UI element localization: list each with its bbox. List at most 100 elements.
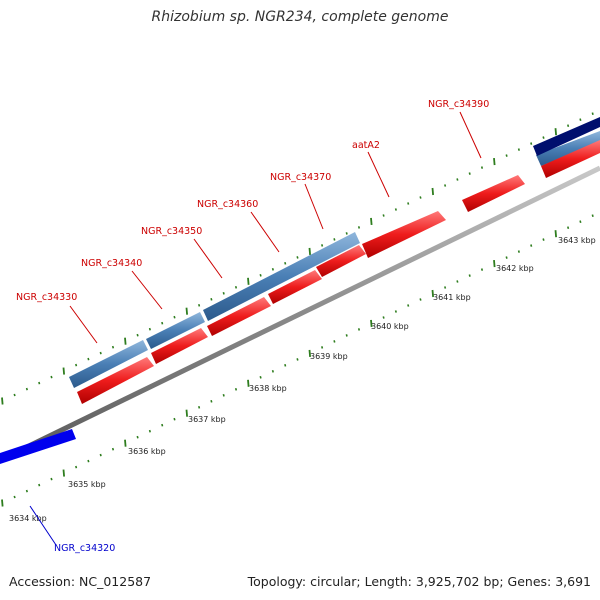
upper-tick — [87, 357, 90, 361]
lower-tick — [62, 469, 65, 477]
lower-tick — [198, 405, 201, 409]
upper-tick — [1, 397, 4, 405]
lower-tick — [321, 346, 324, 349]
gene-label-NGR_c34360[interactable]: NGR_c34360 — [197, 199, 258, 210]
lower-tick — [124, 439, 127, 447]
lower-tick — [333, 340, 336, 343]
gene-label-aatA2[interactable]: aatA2 — [352, 140, 380, 151]
lower-tick — [370, 319, 373, 327]
lower-tick — [505, 256, 508, 259]
gene-label-NGR_c34340[interactable]: NGR_c34340 — [81, 258, 142, 269]
tick-row-upper — [1, 112, 594, 405]
accession-text: Accession: NC_012587 — [9, 574, 152, 589]
gene-labels: NGR_c34330 NGR_c34340 NGR_c34350 NGR_c34… — [16, 99, 489, 554]
upper-tick — [259, 273, 262, 277]
gene-feature-blue-4[interactable] — [536, 131, 600, 166]
lower-tick — [431, 289, 434, 298]
lower-tick — [456, 280, 459, 283]
gene-feature-navy[interactable] — [533, 117, 600, 156]
upper-tick — [62, 367, 65, 375]
scale-label-3636: 3636 kbp — [128, 447, 166, 456]
lower-tick — [407, 304, 410, 307]
lower-tick — [542, 238, 545, 241]
lower-tick — [173, 417, 176, 421]
gene-label-NGR_c34390[interactable]: NGR_c34390 — [428, 99, 489, 110]
lower-tick — [1, 499, 4, 507]
gene-feature-red-1[interactable] — [77, 357, 154, 404]
upper-tick — [345, 232, 348, 235]
upper-tick — [493, 158, 496, 166]
lower-tick — [591, 214, 594, 218]
upper-tick — [407, 202, 410, 205]
upper-tick — [456, 178, 459, 181]
gene-feature-red-5[interactable] — [316, 245, 366, 277]
upper-tick — [284, 261, 287, 265]
lower-tick — [468, 274, 471, 277]
upper-tick — [296, 256, 299, 259]
upper-tick — [308, 247, 311, 255]
lower-tick — [579, 220, 582, 224]
scale-label-3640: 3640 kbp — [371, 322, 409, 331]
lower-tick — [234, 387, 238, 391]
upper-tick — [517, 148, 520, 151]
upper-tick — [370, 217, 373, 225]
upper-tick — [419, 196, 422, 199]
gene-feature-NGR_c34320[interactable] — [0, 429, 76, 464]
lower-tick — [394, 310, 397, 313]
scale-label-3642: 3642 kbp — [496, 264, 534, 273]
upper-tick — [136, 333, 139, 337]
gene-label-NGR_c34320[interactable]: NGR_c34320 — [54, 543, 115, 554]
gene-label-NGR_c34330[interactable]: NGR_c34330 — [16, 292, 77, 303]
upper-tick — [99, 351, 102, 355]
lower-tick — [75, 465, 78, 469]
upper-tick — [382, 214, 385, 217]
gene-feature-blue-3[interactable] — [203, 232, 360, 321]
lower-tick — [419, 298, 422, 301]
upper-tick — [75, 363, 78, 367]
lower-tick — [308, 349, 311, 357]
lower-tick — [567, 226, 570, 230]
scale-label-3635: 3635 kbp — [68, 480, 106, 489]
upper-tick — [567, 124, 570, 128]
lower-tick — [480, 268, 484, 271]
lower-tick — [530, 244, 533, 247]
lower-tick — [136, 435, 139, 439]
upper-tick — [591, 112, 594, 116]
gene-feature-red-4[interactable] — [268, 270, 322, 304]
upper-tick — [50, 375, 53, 379]
lower-tick — [554, 230, 557, 238]
lower-tick — [382, 316, 385, 319]
upper-tick — [579, 118, 582, 122]
lower-tick — [38, 483, 41, 487]
upper-tick — [38, 381, 41, 385]
genome-backbone — [0, 165, 600, 463]
upper-tick — [530, 142, 533, 145]
gene-label-NGR_c34370[interactable]: NGR_c34370 — [270, 172, 331, 183]
upper-tick — [222, 291, 225, 295]
lower-tick — [210, 399, 213, 403]
upper-tick — [25, 387, 28, 391]
gene-label-NGR_c34350[interactable]: NGR_c34350 — [141, 226, 202, 237]
gene-feature-red-2[interactable] — [151, 328, 208, 364]
tick-row-lower — [1, 214, 594, 507]
lower-tick — [148, 429, 151, 433]
lower-tick — [111, 447, 115, 451]
scale-label-3637: 3637 kbp — [188, 415, 226, 424]
gene-feature-red-7[interactable] — [462, 175, 525, 212]
gene-feature-blue-1[interactable] — [69, 340, 148, 388]
gene-feature-red-3[interactable] — [207, 297, 271, 336]
upper-tick — [185, 307, 188, 315]
scale-label-3634: 3634 kbp — [9, 514, 47, 523]
gene-feature-blue-2[interactable] — [146, 312, 205, 349]
forward-track-blue — [69, 131, 600, 388]
lower-tick — [444, 286, 447, 289]
upper-tick — [111, 345, 115, 349]
genome-title: Rhizobium sp. NGR234, complete genome — [151, 9, 449, 25]
lower-tick — [247, 379, 250, 387]
gene-feature-red-8[interactable] — [541, 140, 600, 178]
lower-tick — [185, 409, 188, 417]
lower-tick — [222, 393, 225, 397]
gene-feature-red-6[interactable] — [362, 211, 446, 258]
lower-tick — [345, 334, 348, 337]
